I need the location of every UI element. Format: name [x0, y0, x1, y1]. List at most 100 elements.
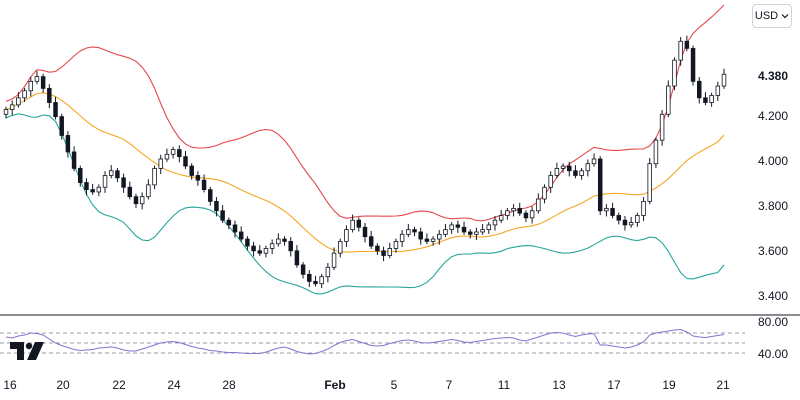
rsi-tick-label: 80.00	[758, 315, 788, 329]
candle-body	[715, 85, 721, 96]
candle-body	[152, 168, 157, 186]
candle-body	[474, 231, 479, 235]
candle-body	[177, 149, 182, 158]
candle-body	[406, 229, 411, 235]
candle-body	[610, 208, 615, 216]
candle-body	[641, 200, 646, 216]
candle-body	[245, 238, 250, 247]
candle-body	[9, 104, 15, 110]
y-axis[interactable]: 4.380 4.200 4.000 3.800 3.600 3.400 80.0…	[758, 69, 788, 361]
candle-body	[115, 170, 120, 179]
candle-body	[238, 231, 244, 240]
candle-body	[121, 177, 126, 188]
candle-body	[622, 219, 628, 226]
candle-body	[567, 165, 572, 172]
candle-body	[47, 87, 52, 103]
candle-body	[591, 158, 597, 165]
candle-body	[443, 229, 448, 235]
candle-body	[381, 250, 386, 256]
candle-body	[269, 243, 275, 249]
candle-body	[672, 59, 677, 87]
candle-body	[108, 170, 114, 176]
candle-body	[455, 224, 461, 228]
candle-body	[325, 266, 331, 278]
candle-body	[288, 240, 293, 252]
candle-body	[548, 175, 553, 188]
candle-body	[703, 97, 708, 103]
candle-body	[542, 186, 547, 200]
candle-body	[399, 233, 405, 242]
candle-body	[362, 226, 368, 238]
candlesticks	[3, 35, 727, 288]
candle-body	[164, 153, 170, 160]
candle-body	[375, 245, 380, 252]
candle-body	[573, 170, 578, 176]
candle-body	[505, 210, 510, 216]
candle-body	[690, 47, 696, 82]
candle-body	[170, 149, 176, 155]
candle-body	[628, 222, 634, 226]
candle-body	[437, 233, 442, 240]
candle-body	[529, 210, 535, 219]
bollinger-bands	[5, 4, 725, 295]
candle-body	[393, 240, 399, 249]
candle-body	[65, 135, 71, 153]
candle-body	[90, 189, 95, 193]
x-tick-label: 24	[167, 378, 181, 392]
candle-body	[78, 168, 83, 183]
candle-body	[424, 238, 430, 242]
candle-body	[102, 175, 108, 188]
candle-body	[344, 229, 349, 242]
candle-body	[517, 208, 522, 214]
y-tick-label: 3.600	[758, 244, 788, 258]
candle-body	[467, 231, 473, 235]
candle-body	[22, 90, 27, 99]
candle-body	[585, 163, 591, 172]
candle-body	[635, 215, 640, 223]
candle-body	[183, 156, 188, 167]
candle-body	[449, 224, 454, 231]
candle-body	[653, 139, 659, 165]
candle-body	[554, 168, 560, 176]
candle-body	[338, 240, 343, 254]
candle-body	[536, 198, 541, 212]
x-tick-label: 20	[56, 378, 70, 392]
candle-body	[34, 76, 40, 82]
x-axis[interactable]: 16 20 22 24 28 Feb 5 7 11 13 17 19 21	[3, 378, 730, 392]
x-tick-label: Feb	[324, 378, 345, 392]
candle-body	[214, 200, 219, 212]
candle-body	[189, 165, 194, 176]
candle-body	[480, 229, 485, 233]
currency-label: USD	[754, 10, 779, 22]
candle-body	[604, 208, 609, 212]
candle-body	[331, 252, 337, 268]
x-tick-label: 16	[3, 378, 17, 392]
candle-body	[195, 175, 201, 181]
candle-body	[697, 80, 702, 99]
candle-body	[387, 248, 392, 256]
candle-body	[263, 248, 269, 254]
candle-body	[307, 273, 312, 282]
currency-selector-button[interactable]: USD	[752, 4, 792, 28]
candle-body	[319, 276, 324, 285]
candle-body	[492, 219, 498, 226]
middle-band-line	[5, 92, 725, 253]
x-tick-label: 7	[446, 378, 453, 392]
candle-body	[579, 170, 584, 176]
candle-body	[498, 215, 504, 221]
candle-body	[16, 97, 21, 106]
candle-body	[486, 224, 492, 231]
candle-body	[53, 102, 58, 118]
candle-body	[511, 208, 516, 212]
tradingview-logo-icon[interactable]	[10, 342, 44, 360]
y-tick-label: 4.000	[758, 154, 788, 168]
candle-body	[523, 212, 529, 219]
candle-body	[232, 224, 238, 233]
candle-body	[684, 40, 690, 49]
chevron-down-icon	[781, 14, 789, 19]
candle-body	[461, 226, 467, 233]
y-tick-label: 4.200	[758, 109, 788, 123]
candle-body	[139, 196, 145, 205]
x-tick-label: 21	[716, 378, 730, 392]
